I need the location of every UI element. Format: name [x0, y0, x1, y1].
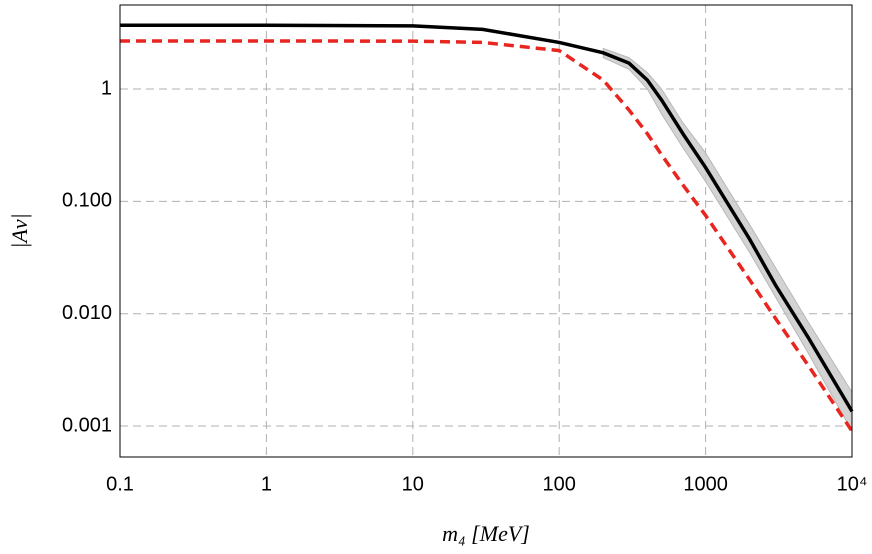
data-line [120, 39, 854, 433]
y-tick-label: 0.100 [62, 190, 112, 212]
x-tick-label: 1000 [683, 473, 728, 495]
plot-frame [119, 4, 853, 458]
x-tick-label: 1 [261, 473, 272, 495]
data-line [120, 23, 854, 413]
y-tick-label: 0.010 [62, 302, 112, 324]
x-axis-title: m₄ [MeV] [442, 521, 530, 546]
y-tick-label: 0.001 [62, 414, 112, 436]
x-tick-label: 10 [402, 473, 424, 495]
y-axis-title: |Aν| [7, 213, 32, 248]
x-tick-label: 10⁴ [837, 473, 868, 495]
x-tick-label: 100 [543, 473, 576, 495]
y-tick-label: 1 [101, 77, 112, 99]
x-tick-label: 0.1 [106, 473, 134, 495]
